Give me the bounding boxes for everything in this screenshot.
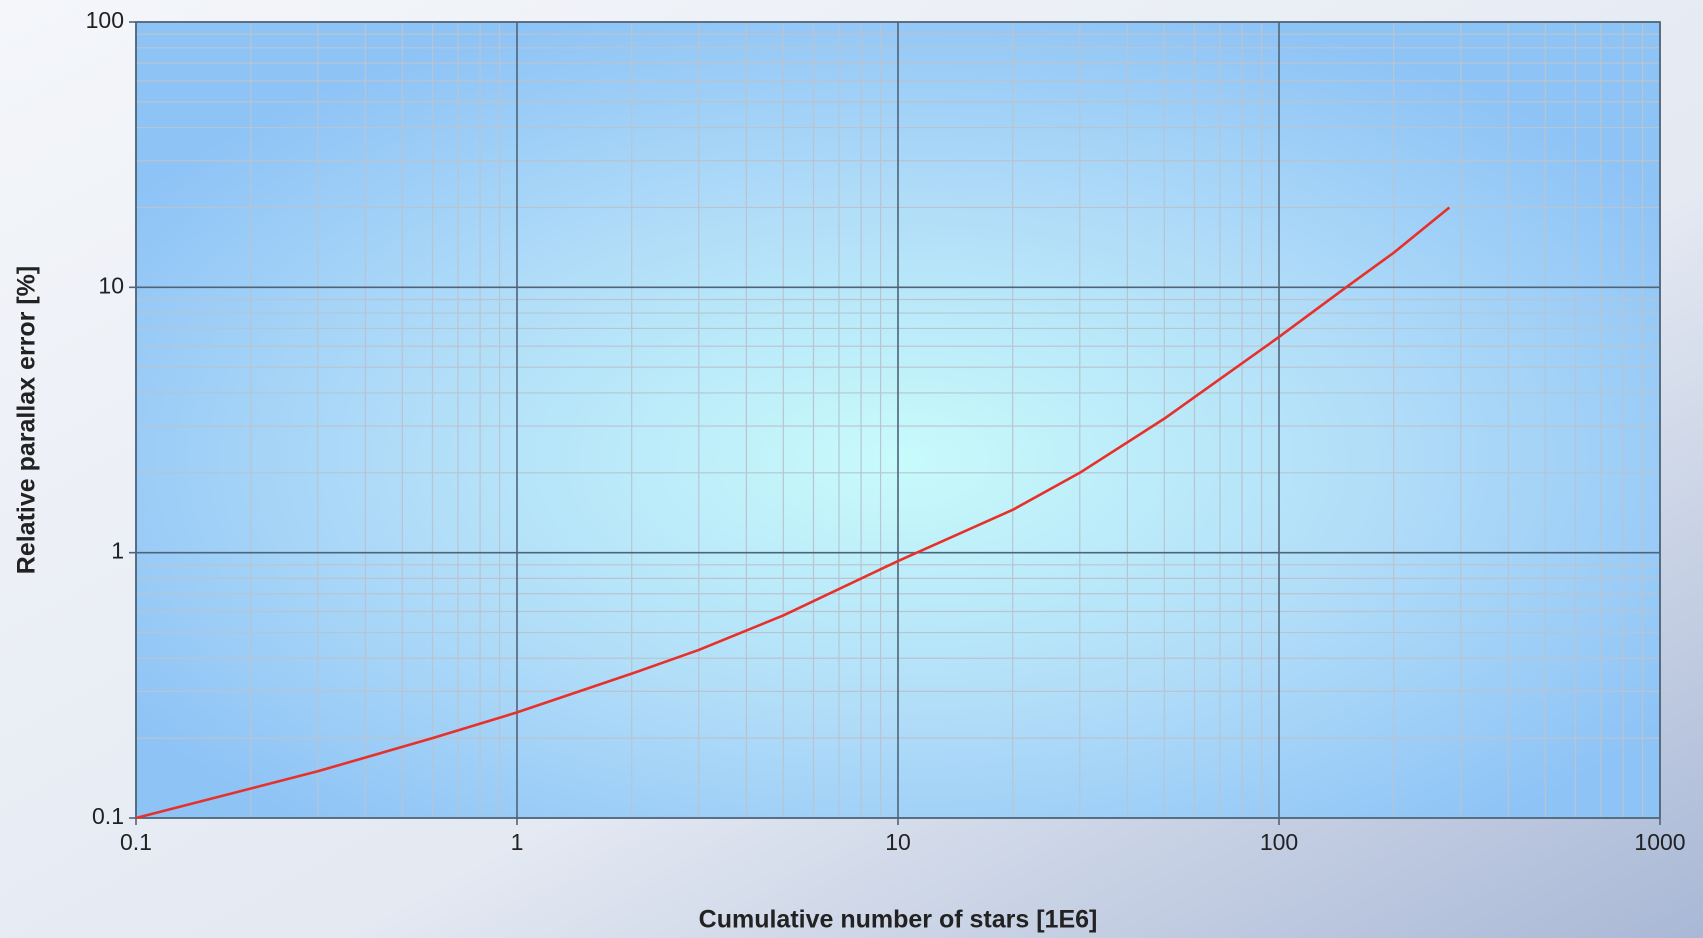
x-axis-title: Cumulative number of stars [1E6]	[699, 906, 1098, 934]
x-tick-label: 100	[1260, 829, 1298, 855]
y-tick-label: 100	[86, 7, 124, 33]
y-axis-title: Relative parallax error [%]	[13, 266, 41, 574]
x-tick-label: 1000	[1634, 829, 1685, 855]
x-tick-label: 0.1	[120, 829, 152, 855]
y-tick-label: 0.1	[92, 803, 124, 829]
page: Cumulative number of stars [1E6] Relativ…	[0, 0, 1703, 938]
x-tick-label: 10	[885, 829, 911, 855]
x-tick-label: 1	[511, 829, 524, 855]
y-tick-label: 10	[98, 272, 124, 298]
y-tick-label: 1	[111, 538, 124, 564]
chart: Cumulative number of stars [1E6] Relativ…	[0, 0, 1703, 938]
